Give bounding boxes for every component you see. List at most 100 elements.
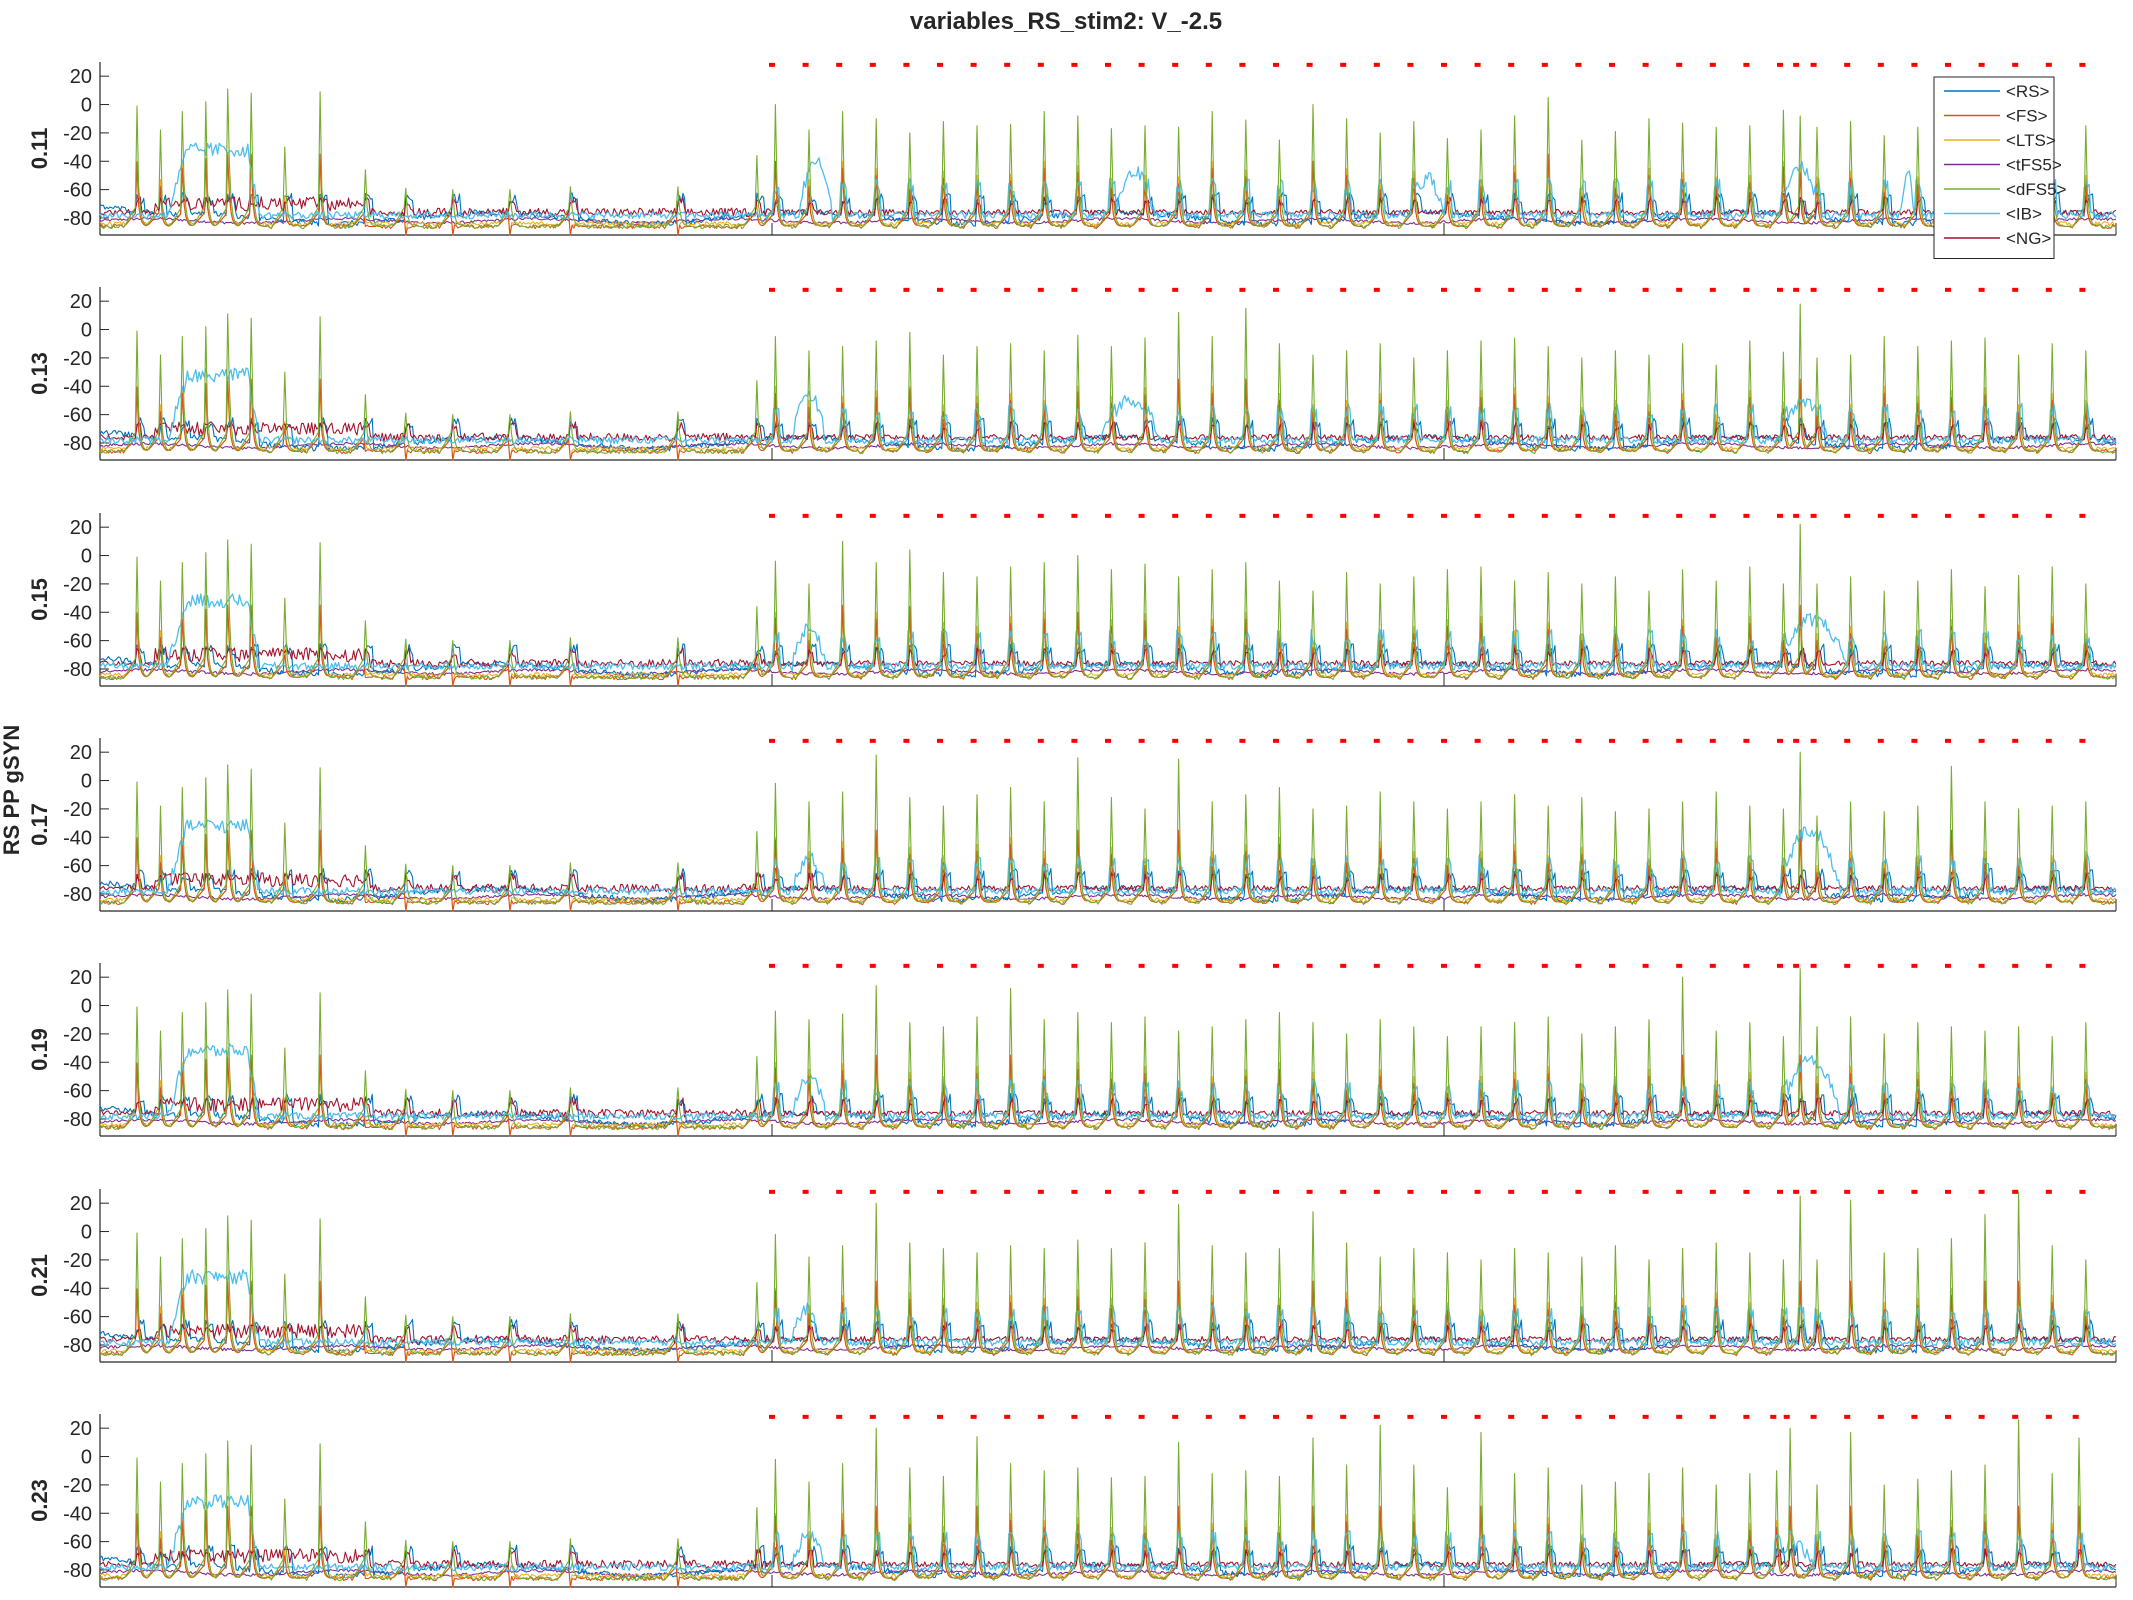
stimulus-marker xyxy=(1793,1189,1800,1194)
stimulus-marker xyxy=(2012,1414,2019,1419)
stimulus-marker xyxy=(1373,513,1380,518)
stimulus-marker xyxy=(769,513,775,518)
stimulus-marker xyxy=(1575,1414,1582,1419)
stimulus-marker xyxy=(1508,1189,1515,1194)
stimulus-marker xyxy=(1743,1414,1750,1419)
stimulus-marker xyxy=(1004,62,1011,67)
stimulus-marker xyxy=(1407,513,1414,518)
stimulus-marker xyxy=(1508,1414,1515,1419)
stimulus-marker xyxy=(1743,1189,1750,1194)
stimulus-marker xyxy=(1373,963,1380,968)
stimulus-marker xyxy=(1037,738,1044,743)
stimulus-marker xyxy=(1575,963,1582,968)
stimulus-marker xyxy=(1770,1414,1777,1419)
stimulus-marker xyxy=(1105,963,1111,968)
stimulus-marker xyxy=(1407,287,1414,292)
stimulus-marker xyxy=(937,62,943,67)
series-line-dfs5 xyxy=(99,751,2117,906)
stimulus-marker xyxy=(769,62,775,67)
stimulus-marker xyxy=(970,963,977,968)
stimulus-marker xyxy=(2012,1189,2019,1194)
stimulus-marker xyxy=(1239,963,1246,968)
stimulus-marker xyxy=(1205,287,1212,292)
stimulus-marker xyxy=(1071,287,1078,292)
stimulus-marker xyxy=(1340,1414,1347,1419)
stimulus-marker xyxy=(1273,738,1279,743)
stimulus-marker xyxy=(1273,963,1279,968)
stimulus-marker xyxy=(1508,62,1515,67)
stimulus-marker xyxy=(2045,1414,2052,1419)
stimulus-marker xyxy=(1037,287,1044,292)
stimulus-marker xyxy=(1911,1414,1918,1419)
stimulus-marker xyxy=(1407,738,1414,743)
stimulus-marker xyxy=(1609,738,1615,743)
stimulus-marker xyxy=(970,1414,977,1419)
series-line-ib xyxy=(99,593,2117,672)
panel-5: -80 -60 -40 -20 0 20 0.19 xyxy=(27,963,2117,1137)
y-tick-label: -60 xyxy=(63,405,92,427)
stimulus-marker xyxy=(836,963,843,968)
stimulus-marker xyxy=(1676,1414,1683,1419)
stimulus-marker xyxy=(869,287,876,292)
y-tick-label: -20 xyxy=(63,1024,92,1046)
stimulus-marker xyxy=(1239,287,1246,292)
group-y-label: RS PP gSYN xyxy=(0,725,24,855)
stimulus-marker xyxy=(2079,287,2086,292)
stimulus-marker xyxy=(1743,513,1750,518)
series-line-ib xyxy=(99,1494,2116,1574)
stimulus-marker xyxy=(1642,287,1649,292)
stimulus-marker xyxy=(1071,738,1078,743)
stimulus-marker xyxy=(1945,287,1951,292)
panel-7: -80 -60 -40 -20 0 20 0.23 xyxy=(27,1414,2117,1588)
y-tick-label: 0 xyxy=(81,1222,92,1244)
stimulus-marker xyxy=(1642,513,1649,518)
legend-entry: <LTS> xyxy=(2006,131,2056,150)
stimulus-marker xyxy=(1138,513,1145,518)
stimulus-marker xyxy=(1541,287,1548,292)
stimulus-marker xyxy=(1508,513,1515,518)
stimulus-marker xyxy=(802,738,809,743)
y-tick-label: -60 xyxy=(63,1307,92,1329)
y-tick-label: -60 xyxy=(63,631,92,653)
panel-4: -80 -60 -40 -20 0 20 0.17 xyxy=(27,738,2117,912)
stimulus-marker xyxy=(1474,62,1481,67)
panel-y-label: 0.23 xyxy=(27,1479,52,1522)
stimulus-marker xyxy=(1172,1189,1179,1194)
stimulus-marker xyxy=(903,738,910,743)
stimulus-marker xyxy=(1205,1189,1212,1194)
stimulus-marker xyxy=(869,62,876,67)
stimulus-marker xyxy=(1138,963,1145,968)
stimulus-marker xyxy=(1071,1189,1078,1194)
stimulus-marker xyxy=(1340,62,1347,67)
series-line-tfs5 xyxy=(99,1343,2117,1352)
stimulus-marker xyxy=(1709,1189,1716,1194)
y-tick-label: -40 xyxy=(63,1278,92,1300)
stimulus-marker xyxy=(1239,62,1246,67)
stimulus-marker xyxy=(1877,963,1884,968)
stimulus-marker xyxy=(769,287,775,292)
y-tick-label: -60 xyxy=(63,1532,92,1554)
stimulus-marker xyxy=(937,963,943,968)
stimulus-marker xyxy=(937,738,943,743)
stimulus-marker xyxy=(1793,738,1800,743)
stimulus-marker xyxy=(1777,62,1783,67)
stimulus-marker xyxy=(1676,513,1683,518)
stimulus-marker xyxy=(1642,738,1649,743)
stimulus-marker xyxy=(1743,287,1750,292)
stimulus-marker xyxy=(1676,62,1683,67)
stimulus-marker xyxy=(802,1414,809,1419)
stimulus-marker xyxy=(2072,1414,2079,1419)
stimulus-marker xyxy=(1373,738,1380,743)
stimulus-marker xyxy=(1844,738,1851,743)
stimulus-marker xyxy=(1810,513,1817,518)
stimulus-marker xyxy=(1541,738,1548,743)
y-tick-label: -80 xyxy=(63,1335,92,1357)
stimulus-marker xyxy=(1340,963,1347,968)
stimulus-marker xyxy=(1138,1189,1145,1194)
stimulus-marker xyxy=(970,287,977,292)
y-tick-label: -20 xyxy=(63,1475,92,1497)
stimulus-marker xyxy=(1138,287,1145,292)
stimulus-marker xyxy=(802,287,809,292)
stimulus-marker xyxy=(1306,1414,1313,1419)
